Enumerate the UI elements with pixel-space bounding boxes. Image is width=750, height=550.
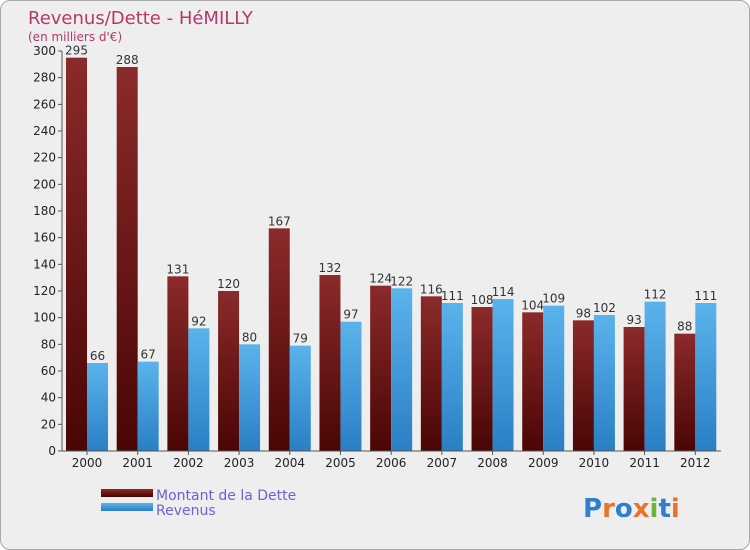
data-label-dette-2011: 93 xyxy=(626,313,641,327)
data-label-revenus-2001: 67 xyxy=(141,348,156,362)
data-label-dette-2001: 288 xyxy=(116,53,139,67)
legend-swatch-dette xyxy=(101,489,153,497)
bar-dette-2000 xyxy=(66,57,87,452)
bar-revenus-2007 xyxy=(441,303,463,451)
x-tick-label: 2006 xyxy=(376,456,407,470)
chart-title: Revenus/Dette - HéMILLY xyxy=(28,8,254,29)
data-label-dette-2003: 120 xyxy=(217,277,240,291)
data-label-dette-2012: 88 xyxy=(677,320,692,334)
y-tick-label: 200 xyxy=(33,177,56,191)
bar-dette-2005 xyxy=(319,275,341,451)
bar-dette-2008 xyxy=(471,307,493,451)
data-label-dette-2007: 116 xyxy=(420,282,443,296)
bar-dette-2010 xyxy=(572,320,594,451)
x-tick-label: 2011 xyxy=(629,456,660,470)
data-label-revenus-2011: 112 xyxy=(644,288,667,302)
bar-revenus-2001 xyxy=(137,361,159,451)
bar-dette-2006 xyxy=(370,285,392,451)
data-label-dette-2010: 98 xyxy=(576,306,591,320)
x-tick-label: 2012 xyxy=(680,456,711,470)
bar-dette-2004 xyxy=(268,228,290,451)
bar-revenus-2008 xyxy=(492,299,514,451)
bar-revenus-2000 xyxy=(87,363,108,451)
legend-swatch-revenus xyxy=(101,503,153,511)
x-tick-label: 2008 xyxy=(477,456,508,470)
bar-dette-2012 xyxy=(674,333,696,451)
bar-revenus-2012 xyxy=(695,303,717,451)
bar-dette-2009 xyxy=(522,312,544,451)
bar-dette-2011 xyxy=(623,327,645,451)
y-tick-label: 40 xyxy=(41,391,56,405)
data-label-dette-2002: 131 xyxy=(166,262,189,276)
data-label-revenus-2002: 92 xyxy=(191,314,206,328)
y-tick-label: 180 xyxy=(33,204,56,218)
y-tick-label: 80 xyxy=(41,337,56,351)
bar-dette-2001 xyxy=(116,67,138,451)
x-tick-label: 2003 xyxy=(224,456,255,470)
data-label-dette-2006: 124 xyxy=(369,272,392,286)
data-label-dette-2008: 108 xyxy=(471,293,494,307)
data-label-revenus-2012: 111 xyxy=(694,289,717,303)
y-tick-label: 0 xyxy=(48,444,56,458)
legend-label-dette: Montant de la Dette xyxy=(156,488,296,504)
y-tick-label: 60 xyxy=(41,364,56,378)
data-label-dette-2009: 104 xyxy=(521,298,544,312)
y-tick-label: 300 xyxy=(33,44,56,58)
legend: Montant de la Dette Revenus xyxy=(101,488,296,519)
legend-label-revenus: Revenus xyxy=(156,503,216,519)
x-tick-label: 2010 xyxy=(579,456,610,470)
bar-revenus-2009 xyxy=(543,305,565,451)
data-label-revenus-2000: 66 xyxy=(90,349,105,363)
data-label-revenus-2008: 114 xyxy=(492,285,515,299)
x-tick-label: 2009 xyxy=(528,456,559,470)
bar-dette-2003 xyxy=(218,291,240,451)
y-tick-label: 140 xyxy=(33,257,56,271)
data-label-revenus-2009: 109 xyxy=(542,292,565,306)
proxiti-logo: Proxiti xyxy=(583,494,680,524)
data-label-revenus-2003: 80 xyxy=(242,330,257,344)
data-label-revenus-2004: 79 xyxy=(293,332,308,346)
y-tick-label: 160 xyxy=(33,231,56,245)
y-tick-label: 240 xyxy=(33,124,56,138)
bar-revenus-2011 xyxy=(644,301,666,451)
data-label-dette-2005: 132 xyxy=(319,261,342,275)
bar-revenus-2010 xyxy=(593,315,615,451)
bar-revenus-2006 xyxy=(391,288,413,451)
data-label-dette-2000: 295 xyxy=(65,44,88,58)
bar-revenus-2002 xyxy=(188,328,210,451)
y-tick-label: 220 xyxy=(33,151,56,165)
bar-revenus-2004 xyxy=(289,345,311,451)
logo-text: Proxiti xyxy=(583,494,680,524)
data-label-revenus-2010: 102 xyxy=(593,301,616,315)
y-tick-label: 20 xyxy=(41,417,56,431)
bars: 2956628867131921208016779132971241221161… xyxy=(65,44,717,452)
bar-dette-2007 xyxy=(420,296,442,451)
y-tick-label: 100 xyxy=(33,311,56,325)
bar-dette-2002 xyxy=(167,276,189,451)
x-tick-label: 2007 xyxy=(427,456,458,470)
y-axis-ticks: 0 20 40 60 80 100 120 140 160 180 200 220 240 260 280 3… xyxy=(33,44,62,458)
x-tick-label: 2004 xyxy=(274,456,305,470)
data-label-revenus-2005: 97 xyxy=(343,308,358,322)
data-label-revenus-2006: 122 xyxy=(390,274,413,288)
x-tick-label: 2002 xyxy=(173,456,204,470)
data-label-revenus-2007: 111 xyxy=(441,289,464,303)
x-axis-ticks: 2000 2001 2002 2003 2004 2005 2006 2007 2008 2009… xyxy=(72,451,711,470)
x-tick-label: 2005 xyxy=(325,456,356,470)
y-tick-label: 120 xyxy=(33,284,56,298)
x-tick-label: 2001 xyxy=(122,456,153,470)
y-tick-label: 260 xyxy=(33,97,56,111)
chart-subtitle: (en milliers d'€) xyxy=(28,30,122,44)
x-tick-label: 2000 xyxy=(72,456,103,470)
bar-revenus-2003 xyxy=(239,344,261,451)
bar-revenus-2005 xyxy=(340,321,362,451)
data-label-dette-2004: 167 xyxy=(268,214,291,228)
y-tick-label: 280 xyxy=(33,71,56,85)
